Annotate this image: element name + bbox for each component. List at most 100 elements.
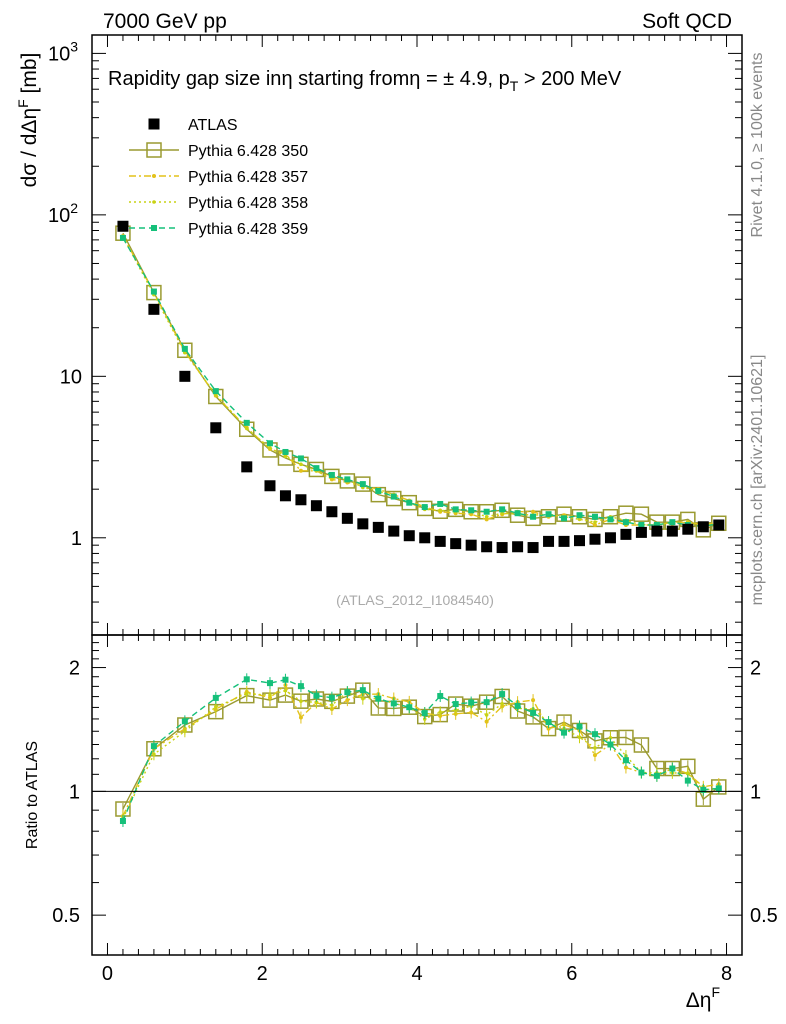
series-3-ratio-point <box>313 692 320 699</box>
series-3-point <box>576 512 583 519</box>
ratio-tick-label: 0.5 <box>52 905 80 927</box>
series-1-ratio-point <box>531 698 536 703</box>
series-3-point <box>243 419 250 426</box>
series-3-ratio-point <box>452 701 459 708</box>
ratio-tick-label-right: 0.5 <box>750 905 778 927</box>
series-3-point <box>150 288 157 295</box>
series-3-ratio-point <box>545 719 552 726</box>
series-3-point <box>282 448 289 455</box>
legend-marker <box>151 225 157 231</box>
series-2-line <box>122 236 719 527</box>
series-2-ratio-point <box>593 746 597 750</box>
series-2-ratio-point <box>438 710 443 714</box>
atlas-data-point <box>403 530 415 542</box>
atlas-data-point <box>574 535 585 547</box>
series-2-ratio-point <box>608 735 613 740</box>
series-2-point <box>268 446 272 450</box>
series-1-line <box>122 235 719 526</box>
series-3-ratio-point <box>437 693 444 700</box>
series-3-ratio-point <box>638 769 645 776</box>
series-3-ratio-point <box>328 694 335 701</box>
series-3-ratio-point <box>150 743 157 750</box>
atlas-data-point <box>326 506 338 518</box>
series-3-ratio-point <box>344 689 351 696</box>
atlas-data-point <box>179 370 191 382</box>
atlas-data-point <box>295 494 307 506</box>
atlas-data-point <box>117 220 129 232</box>
x-tick-label: 2 <box>257 963 268 985</box>
series-3-ratio-line <box>122 678 719 822</box>
legend-label: ATLAS <box>188 117 238 134</box>
series-3-point <box>545 511 552 518</box>
atlas-data-point <box>388 525 400 537</box>
atlas-data-point <box>713 519 725 531</box>
series-0-ratio-point <box>293 693 309 709</box>
series-1-ratio-point <box>592 753 597 758</box>
x-tick-label: 6 <box>566 963 577 985</box>
legend-marker <box>152 200 156 204</box>
series-3-point <box>328 471 335 478</box>
series-3-ratio-point <box>212 694 219 701</box>
y-tick-label: 10 <box>60 366 82 388</box>
atlas-data-point <box>148 303 160 315</box>
x-axis-label: ΔηF <box>686 984 720 1012</box>
atlas-data-point <box>543 535 555 547</box>
series-0-point <box>416 500 433 517</box>
series-0-point <box>355 476 371 492</box>
x-tick-label: 4 <box>411 963 422 985</box>
legend: ATLAS Pythia 6.428 350 Pythia 6.428 357 Pyt… <box>129 117 308 238</box>
ratio-axis-ticks: 0 2 4 6 8 0.5 0.5 1 1 2 2 <box>52 634 778 985</box>
series-3-point <box>499 506 506 513</box>
series-2-ratio-point <box>361 696 365 701</box>
series-2-ratio-line <box>122 689 719 819</box>
energy-label: 7000 GeV pp <box>103 10 227 33</box>
series-3-ratio-point <box>181 718 188 725</box>
atlas-data-point <box>450 538 462 550</box>
series-3-point <box>622 519 629 526</box>
legend-label: Pythia 6.428 358 <box>188 195 308 212</box>
plot-title: Rapidity gap size inη starting fromη = ±… <box>108 68 622 94</box>
series-2-ratio-point <box>268 693 272 697</box>
legend-atlas-marker <box>148 118 160 130</box>
atlas-data-point <box>589 533 601 545</box>
series-2-ratio-point <box>183 729 187 734</box>
series-3-ratio-point <box>390 700 397 707</box>
series-3-point <box>119 234 126 241</box>
series-3-ratio-point <box>530 709 537 716</box>
atlas-data-point <box>527 542 539 554</box>
series-3-point <box>359 481 366 488</box>
atlas-data-point <box>651 525 663 537</box>
series-1-ratio-point <box>546 726 551 731</box>
series-0-point <box>308 461 325 478</box>
series-3-ratio-point <box>715 785 722 792</box>
series-3-ratio-point <box>561 729 568 736</box>
series-0-point <box>602 508 619 525</box>
ratio-plot-frame <box>91 634 743 956</box>
series-3-ratio-point <box>576 723 583 730</box>
series-3-point <box>468 507 475 514</box>
series-2-point <box>283 454 288 459</box>
atlas-data-point <box>635 526 647 538</box>
series-3-ratio-point <box>243 676 250 683</box>
atlas-data-point <box>310 500 322 512</box>
series-1-ratio-line <box>122 683 719 817</box>
category-label: Soft QCD <box>642 10 732 33</box>
series-3-point <box>406 499 413 506</box>
legend-label: Pythia 6.428 350 <box>188 143 308 160</box>
series-1-ratio-point <box>345 698 350 703</box>
series-2-ratio-point <box>214 705 218 709</box>
legend-label: Pythia 6.428 357 <box>188 169 308 186</box>
series-3-point <box>669 519 676 526</box>
atlas-data-point <box>419 532 431 544</box>
series-3-point <box>437 500 444 507</box>
series-3-ratio-point <box>468 699 475 706</box>
series-3-point <box>607 516 614 523</box>
series-2-ratio-point <box>314 700 319 705</box>
ratio-tick-label-right: 2 <box>750 658 761 680</box>
series-2-ratio-point <box>244 691 249 696</box>
series-3-line <box>122 237 719 527</box>
y-tick-label: 102 <box>48 200 78 227</box>
series-1-ratio-point <box>623 765 628 770</box>
main-series-layer <box>115 220 727 554</box>
